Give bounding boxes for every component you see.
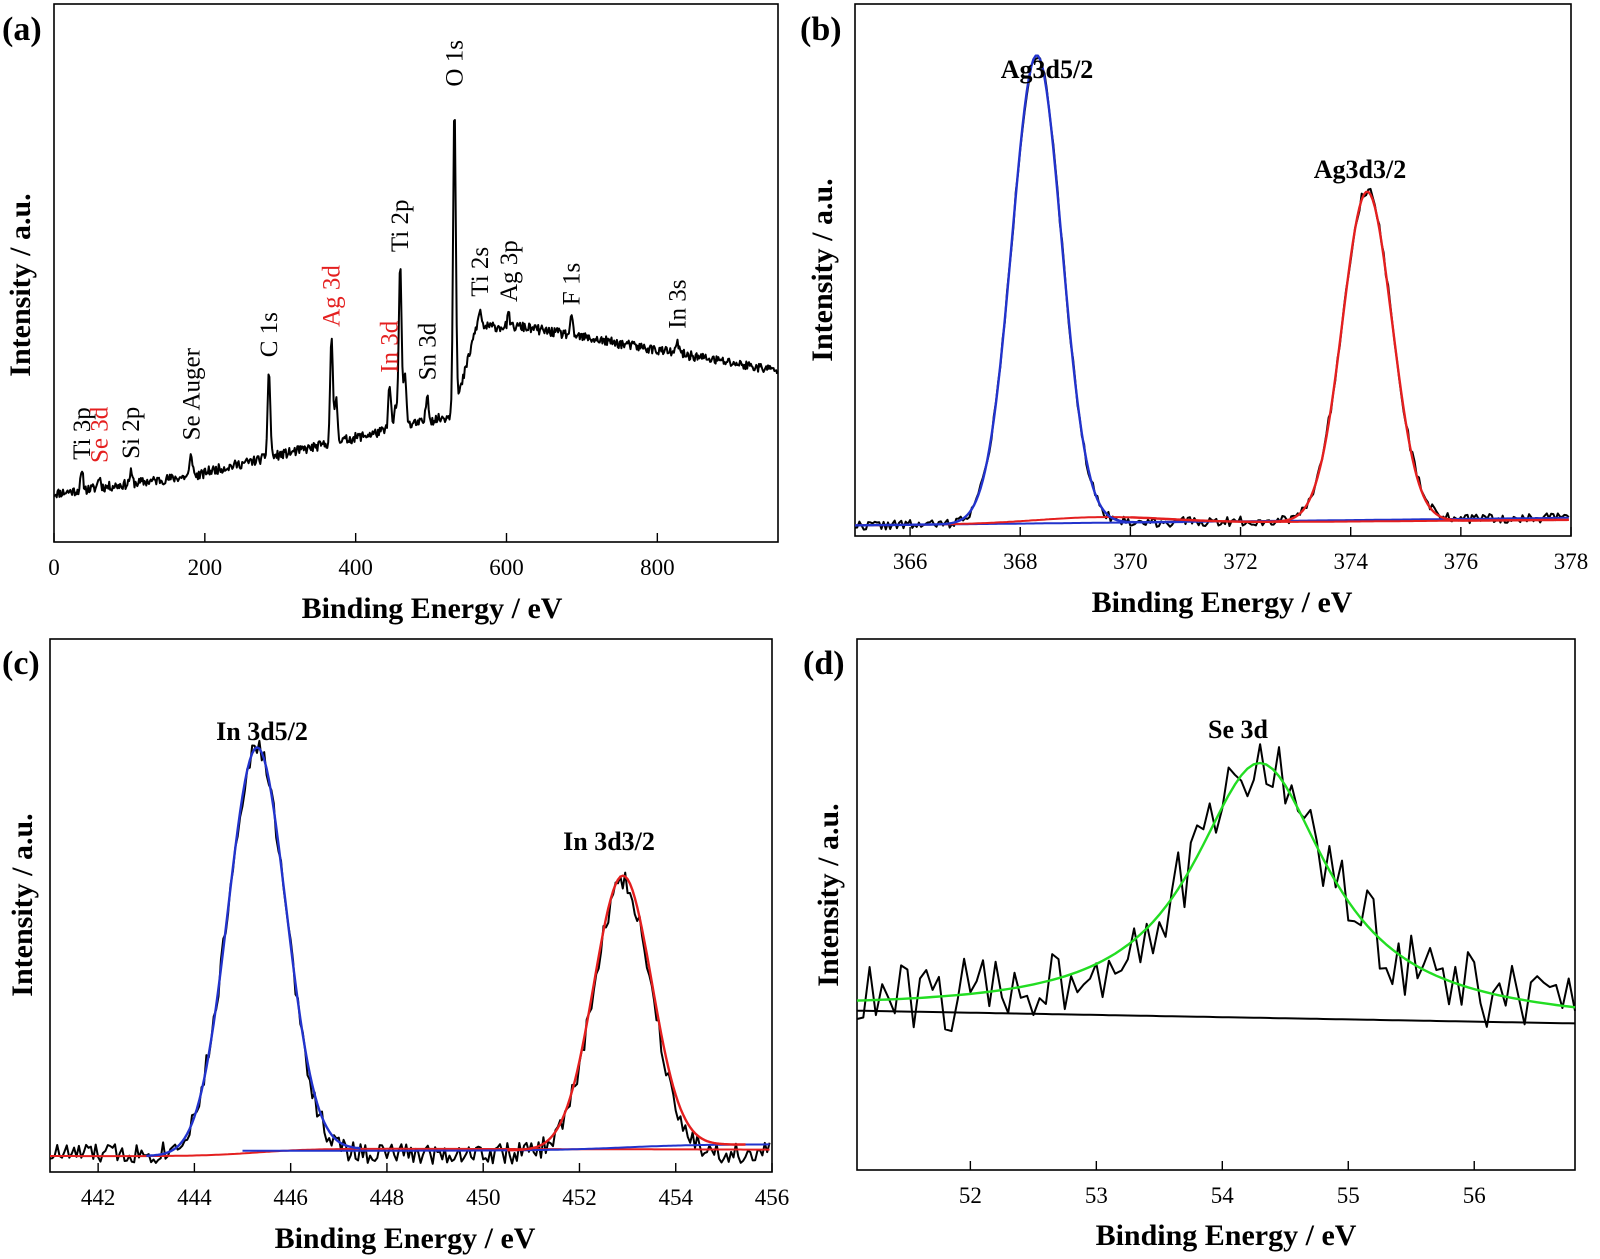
x-tick-label: 400	[338, 555, 373, 580]
panel-b-peak-annotations: Ag3d5/2 Ag3d3/2	[1001, 55, 1406, 184]
peak-annotation: Ti 2s	[467, 247, 494, 297]
panel-c-in3d52-fit	[146, 746, 361, 1157]
panel-b-ag3d52-fit	[854, 54, 1184, 527]
panel-b-label: (b)	[800, 11, 842, 48]
peak-annotation: Ag3d3/2	[1314, 155, 1406, 184]
panel-d-x-axis-title: Binding Energy / eV	[1096, 1219, 1357, 1252]
panel-c-label: (c)	[2, 645, 40, 682]
panel-d-baseline	[856, 1009, 1576, 1025]
x-tick-label: 444	[177, 1185, 212, 1210]
panel-d-se3d-spectrum: (d) 52 53 54 55 56 Se 3d Binding Energy / eV…	[803, 638, 1576, 1252]
peak-annotation: Ti 3p	[69, 407, 96, 460]
x-tick-label: 452	[562, 1185, 597, 1210]
x-tick-label: 0	[48, 555, 60, 580]
peak-annotation: F 1s	[558, 263, 585, 305]
panel-d-plot-frame	[856, 638, 1576, 1171]
x-tick-label: 370	[1113, 549, 1148, 574]
peak-annotation: In 3d	[377, 320, 404, 373]
x-tick-label: 454	[658, 1185, 693, 1210]
x-tick-label: 52	[959, 1183, 982, 1208]
panel-d-se3d-fit	[856, 761, 1576, 1009]
panel-a-x-ticks: 0 200 400 600 800	[48, 533, 675, 580]
x-tick-label: 600	[489, 555, 524, 580]
panel-c-in3d-spectrum: (c) 442 444 446 448 450 452 454 456 In 3d5/2In …	[2, 638, 789, 1255]
x-tick-label: 378	[1554, 549, 1589, 574]
x-tick-label: 446	[273, 1185, 308, 1210]
panel-a-plot-frame	[53, 3, 779, 543]
panel-c-x-axis-title: Binding Energy / eV	[275, 1222, 536, 1255]
panel-c-y-axis-title: Intensity / a.u.	[6, 813, 39, 996]
x-tick-label: 800	[640, 555, 675, 580]
panel-d-raw-spectrum	[856, 743, 1576, 1033]
panel-d-peak-annotations: Se 3d	[1208, 715, 1269, 744]
x-tick-label: 366	[893, 549, 928, 574]
x-tick-label: 442	[81, 1185, 116, 1210]
panel-c-raw-spectrum	[49, 739, 771, 1165]
peak-annotation: Se 3d	[86, 406, 113, 463]
x-tick-label: 53	[1085, 1183, 1108, 1208]
panel-a-x-axis-title: Binding Energy / eV	[302, 592, 563, 625]
panel-b-x-ticks: 366 368 370 372 374 376 378	[893, 527, 1588, 574]
x-tick-label: 368	[1003, 549, 1038, 574]
panel-d-series-group	[856, 743, 1576, 1033]
x-tick-label: 448	[370, 1185, 405, 1210]
x-tick-label: 374	[1333, 549, 1368, 574]
peak-annotation: Sn 3d	[414, 322, 441, 380]
peak-annotation: Se 3d	[1208, 715, 1269, 744]
panel-c-in3d32-fit	[507, 874, 746, 1152]
panel-c-peak-annotations: In 3d5/2 In 3d3/2	[216, 717, 655, 856]
panel-b-x-axis-title: Binding Energy / eV	[1092, 586, 1353, 619]
panel-c-blue-background	[242, 1143, 770, 1152]
peak-annotation: In 3s	[665, 279, 692, 328]
peak-annotation: O 1s	[442, 40, 469, 87]
x-tick-label: 450	[466, 1185, 501, 1210]
panel-a-series-group	[53, 119, 779, 499]
x-tick-label: 456	[755, 1185, 790, 1210]
panel-d-x-ticks: 52 53 54 55 56	[959, 1161, 1486, 1208]
panel-a-survey-curve	[53, 119, 779, 499]
x-tick-label: 56	[1463, 1183, 1486, 1208]
panel-d-y-axis-title: Intensity / a.u.	[812, 803, 845, 986]
panel-c-red-background	[50, 1147, 770, 1158]
panel-a-label: (a)	[2, 11, 42, 48]
peak-annotation: Ti 2p	[387, 200, 414, 253]
panel-b-y-axis-title: Intensity / a.u.	[806, 178, 839, 361]
peak-annotation: In 3d5/2	[216, 717, 308, 746]
peak-annotation: Si 2p	[118, 407, 145, 459]
panel-b-ag3d32-fit	[1130, 190, 1569, 523]
panel-d-label: (d)	[803, 645, 845, 682]
x-tick-label: 372	[1223, 549, 1258, 574]
panel-c-x-ticks: 442 444 446 448 450 452 454 456	[81, 1163, 789, 1210]
peak-annotation: Ag 3p	[496, 240, 523, 302]
panel-b-raw-spectrum	[854, 57, 1570, 531]
panel-c-plot-frame	[49, 638, 773, 1173]
peak-annotation: In 3d3/2	[563, 827, 655, 856]
peak-annotation: C 1s	[256, 312, 283, 357]
panel-a-y-axis-title: Intensity / a.u.	[4, 193, 37, 376]
x-tick-label: 55	[1337, 1183, 1360, 1208]
panel-c-series-group	[49, 739, 771, 1165]
panel-b-plot-frame	[854, 3, 1572, 537]
peak-annotation: Ag 3d	[319, 265, 346, 327]
peak-annotation: Ag3d5/2	[1001, 55, 1093, 84]
x-tick-label: 54	[1211, 1183, 1235, 1208]
x-tick-label: 376	[1444, 549, 1479, 574]
panel-b-series-group	[854, 54, 1570, 531]
panel-b-ag3d-spectrum: (b) 366 368 370 372 374 376 378 Ag3d5/2 Ag3d3/2…	[800, 3, 1588, 619]
x-tick-label: 200	[188, 555, 223, 580]
peak-annotation: Se Auger	[178, 347, 205, 440]
